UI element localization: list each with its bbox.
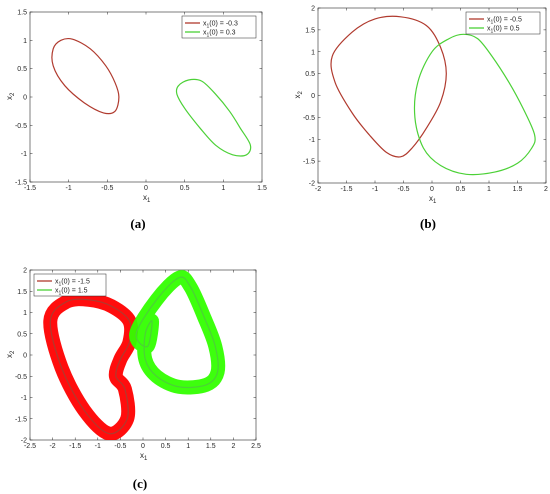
x-tick-label: 2: [544, 186, 548, 193]
x-tick-label: 0.5: [161, 443, 171, 450]
x-tick-label: 1: [221, 185, 225, 192]
y-tick-label: 1: [23, 310, 27, 317]
legend: x1(0) = -0.3x1(0) = 0.3: [181, 15, 257, 39]
y-tick-label: 2: [311, 6, 315, 13]
series-group: [51, 37, 252, 157]
x-tick-label: 1: [487, 186, 491, 193]
y-tick-label: 1.5: [17, 10, 27, 17]
y-tick-label: -1: [309, 137, 315, 144]
legend-entry-label: x1(0) = -0.5: [487, 17, 522, 26]
panel-caption: (c): [133, 476, 147, 491]
y-tick-label: -1: [21, 151, 27, 158]
chart-panel-c: -2.5 -2 -1.5 -1 -0.5 0 0.5 1 1.5 2 2.521.510.50-0.…: [5, 268, 261, 492]
series-line-green: [175, 78, 252, 157]
x-tick-label: -1: [95, 443, 101, 450]
x-tick-label: -2: [315, 186, 321, 193]
y-tick-label: -1.5: [303, 159, 315, 166]
x-tick-label: 0: [141, 443, 145, 450]
legend-box: [181, 15, 257, 39]
x-tick-label: -0.5: [101, 185, 113, 192]
x-tick-label: 1.5: [206, 443, 216, 450]
y-axis-label: x2: [293, 91, 304, 99]
x-tick-label: 1.5: [257, 185, 267, 192]
legend-entry-label: x1(0) = -1.5: [55, 279, 90, 288]
legend: x1(0) = -0.5x1(0) = 0.5: [465, 11, 541, 35]
legend: x1(0) = -1.5x1(0) = 1.5: [33, 273, 107, 297]
y-tick-label: -1.5: [15, 180, 27, 187]
x-tick-label: 2.5: [251, 443, 261, 450]
series-line-red: [49, 298, 132, 435]
y-tick-label: -1.5: [15, 416, 27, 423]
y-tick-label: 1.5: [305, 27, 315, 34]
panel-caption: (a): [130, 216, 145, 231]
x-tick-label: -0.5: [397, 186, 409, 193]
y-tick-label: 0: [23, 95, 27, 102]
x-tick-label: -1.5: [24, 185, 36, 192]
legend-entry-label: x1(0) = 0.5: [487, 26, 520, 35]
series-group: [43, 270, 226, 440]
y-tick-label: 0.5: [17, 66, 27, 73]
x-tick-label: 1.5: [513, 186, 523, 193]
y-tick-label: 2: [23, 268, 27, 275]
y-tick-label: 1: [311, 49, 315, 56]
y-tick-label: 0: [23, 353, 27, 360]
x-axis-label: x1: [429, 194, 437, 205]
plot-frame: [29, 11, 263, 183]
x-tick-label: -1: [66, 185, 72, 192]
series-line-green: [135, 276, 219, 389]
x-tick-label: -2.5: [24, 443, 36, 450]
y-tick-label: -0.5: [303, 115, 315, 122]
y-tick-label: -2: [21, 438, 27, 445]
x-tick-label: -1: [372, 186, 378, 193]
y-axis-label: x2: [5, 92, 16, 100]
panel-caption: (b): [420, 216, 436, 231]
y-tick-label: 1: [23, 38, 27, 45]
x-tick-label: -1.5: [69, 443, 81, 450]
x-tick-label: -0.5: [114, 443, 126, 450]
y-tick-label: 0.5: [305, 71, 315, 78]
x-tick-label: 0.5: [456, 186, 466, 193]
chart-panel-b: -2 -1.5 -1 -0.5 0 0.5 1 1.5 2 2 1.5 1 0.5 0 -0.5 -1 -1.5…: [293, 6, 548, 232]
series-line-green: [413, 33, 536, 176]
x-tick-label: 0: [430, 186, 434, 193]
chart-panel-a: -1.5 -1 -0.5 0 0.5 1 1.5 1.5 1 0.5 0 -0.5 -1 -1.5 x1 x2…: [5, 10, 267, 232]
y-tick-label: -1: [21, 395, 27, 402]
y-tick-label: -0.5: [15, 374, 27, 381]
y-tick-label: 1.5: [17, 289, 27, 296]
y-tick-label: -2: [309, 181, 315, 188]
x-tick-label: -2: [49, 443, 55, 450]
legend-entry-label: x1(0) = -0.3: [203, 21, 238, 30]
x-tick-label: -1.5: [340, 186, 352, 193]
x-tick-label: 2: [231, 443, 235, 450]
x-axis-label: x1: [143, 193, 151, 204]
y-tick-label: -0.5: [15, 123, 27, 130]
series-line-red: [330, 15, 447, 158]
x-axis-label: x1: [140, 451, 148, 462]
x-tick-label: 0.5: [180, 185, 190, 192]
series-group: [330, 15, 536, 176]
legend-entry-label: x1(0) = 1.5: [55, 288, 88, 297]
y-tick-label: 0.5: [17, 331, 27, 338]
x-tick-label: 0: [144, 185, 148, 192]
legend-box: [465, 11, 541, 35]
series-line-red: [51, 37, 120, 115]
y-tick-label: 0: [311, 93, 315, 100]
legend-entry-label: x1(0) = 0.3: [203, 30, 236, 39]
x-tick-label: 1: [186, 443, 190, 450]
y-axis-label: x2: [5, 350, 16, 358]
